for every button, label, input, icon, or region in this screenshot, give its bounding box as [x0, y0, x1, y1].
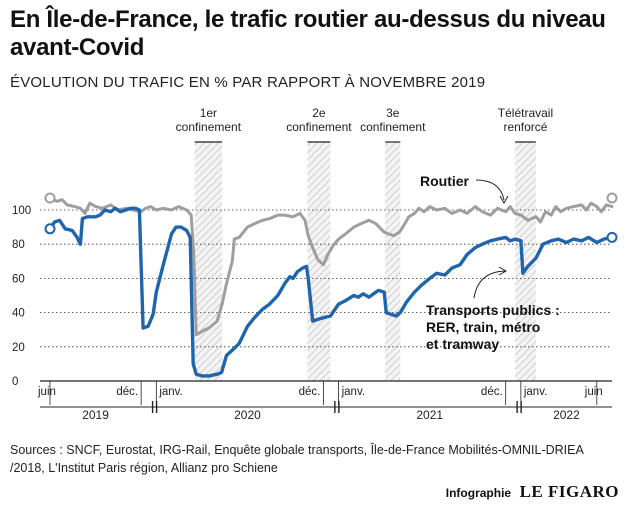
month-tick-label: juin	[37, 386, 56, 398]
page-title: En Île-de-France, le trafic routier au-d…	[10, 6, 606, 61]
period-band	[194, 142, 223, 381]
period-label: 1er	[200, 106, 217, 120]
transports-line	[48, 206, 614, 378]
year-label: 2020	[234, 408, 261, 422]
year-label: 2021	[416, 408, 443, 422]
y-tick-labels: 0 20 40 60 80 100	[12, 205, 31, 388]
y-tick-label: 100	[12, 205, 31, 217]
period-labels: 1erconfinement2econfinement3econfinement…	[176, 106, 553, 134]
grid-lines	[40, 209, 612, 382]
period-band	[515, 142, 536, 381]
series-lines	[44, 192, 618, 378]
period-label: confinement	[286, 120, 352, 134]
period-label: Télétravail	[498, 106, 553, 120]
transports-arrowhead	[498, 266, 508, 276]
month-tick-label: déc.	[299, 386, 321, 398]
chart-subtitle: ÉVOLUTION DU TRAFIC EN % PAR RAPPORT À N…	[10, 74, 486, 91]
endpoint-marker	[44, 223, 56, 235]
credit: Infographie LE FIGARO	[446, 482, 619, 502]
transports-label: Transports publics :	[426, 302, 560, 318]
period-label: renforcé	[503, 120, 547, 134]
period-band	[385, 142, 401, 381]
sources-note: Sources : SNCF, Eurostat, IRG-Rail, Enqu…	[10, 443, 584, 475]
period-label: confinement	[176, 120, 242, 134]
month-tick-label: janv.	[523, 386, 547, 398]
routier-arrow	[475, 179, 505, 201]
routier-arrowhead	[499, 195, 509, 205]
figaro-logo: LE FIGARO	[519, 482, 619, 501]
y-tick-label: 80	[12, 239, 25, 251]
y-tick-label: 20	[12, 342, 25, 354]
routier-label: Routier	[420, 173, 470, 189]
period-label: 3e	[386, 106, 400, 120]
year-label: 2019	[82, 408, 109, 422]
routier-line	[48, 196, 614, 337]
endpoint-marker	[606, 192, 618, 204]
transports-arrow	[473, 270, 506, 299]
credit-label: Infographie	[445, 486, 512, 500]
period-label: 2e	[312, 106, 326, 120]
endpoint-marker	[44, 192, 56, 204]
annotations: Routier Transports publics :RER, train, m…	[420, 173, 560, 352]
transports-label: RER, train, métro	[426, 319, 540, 335]
x-axis: juin déc. janv. déc. janv. déc. janv. juin 2019 2…	[37, 381, 612, 422]
month-tick-label: déc.	[481, 386, 503, 398]
month-tick-label: janv.	[341, 386, 365, 398]
period-label: confinement	[360, 120, 426, 134]
month-tick-label: janv.	[158, 386, 182, 398]
transports-label: et tramway	[426, 336, 499, 352]
month-tick-label: déc.	[116, 386, 138, 398]
year-label: 2022	[553, 408, 580, 422]
month-tick-label: juin	[584, 386, 603, 398]
y-tick-label: 40	[12, 308, 25, 320]
y-tick-label: 60	[12, 273, 25, 285]
endpoint-marker	[606, 231, 618, 243]
y-tick-label: 0	[12, 376, 18, 388]
